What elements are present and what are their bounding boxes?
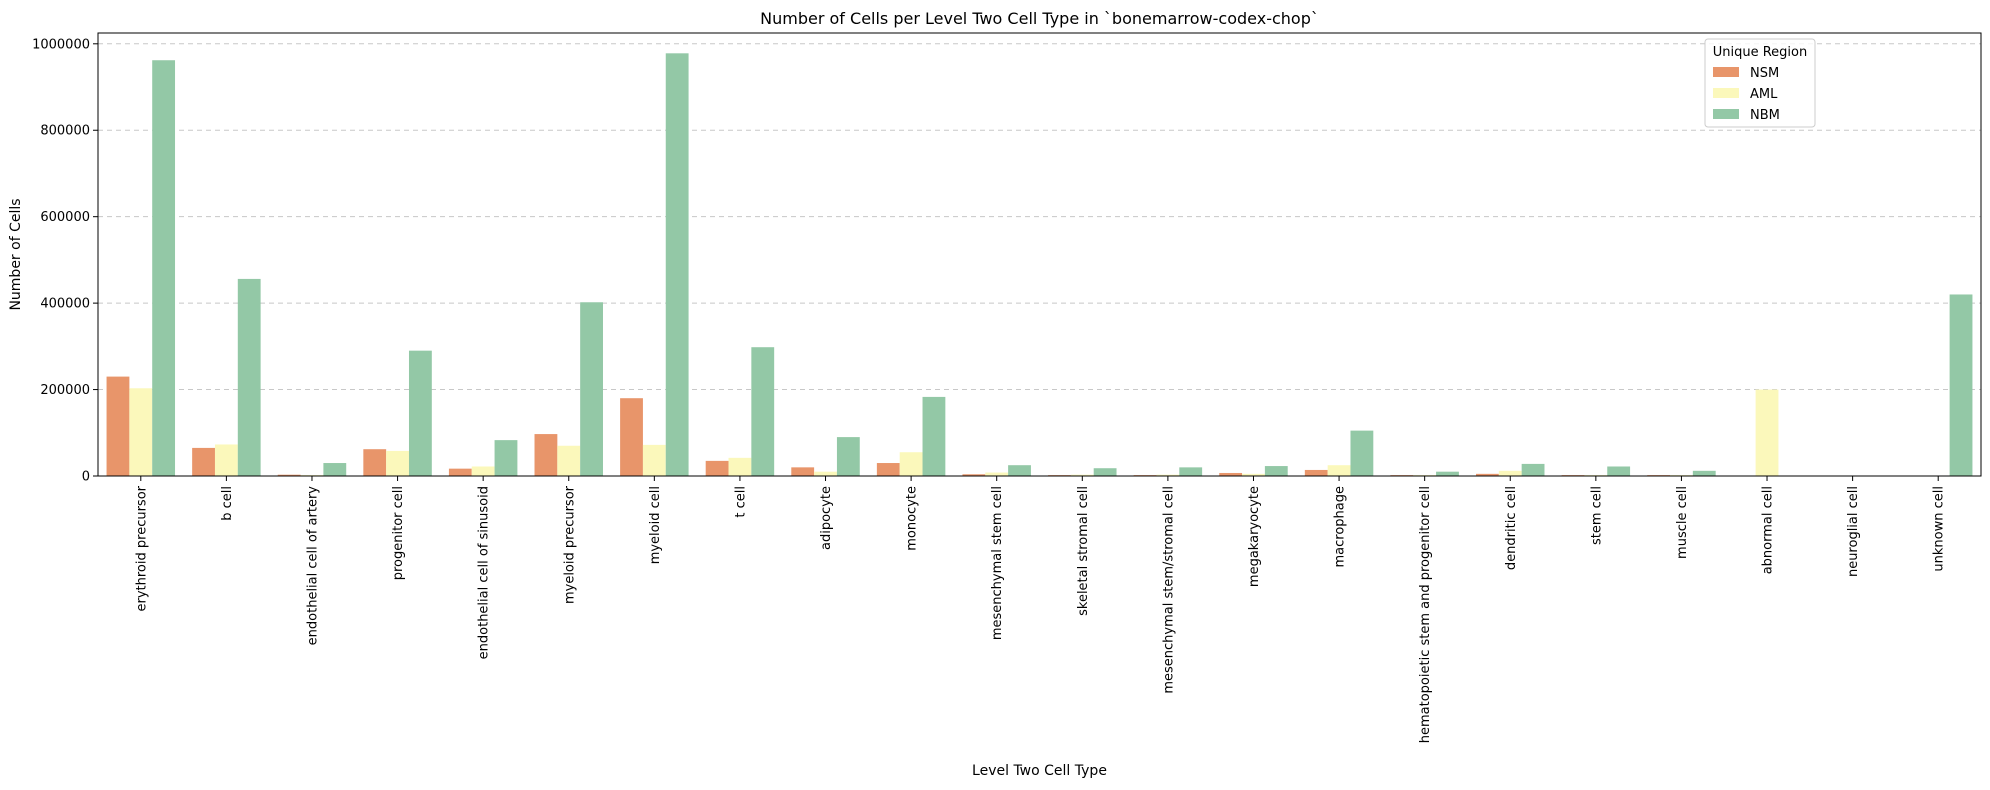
y-tick-label: 200000 [40, 383, 90, 398]
bar-nbm-8 [836, 437, 860, 476]
bar-nbm-0 [152, 60, 176, 476]
bar-nbm-10 [1008, 465, 1031, 476]
bar-aml-0 [129, 388, 153, 476]
bar-aml-16 [1498, 470, 1522, 476]
x-tick-label: hematopoietic stem and progenitor cell [1418, 486, 1433, 743]
bar-aml-19 [1755, 389, 1779, 476]
legend-swatch-nbm [1713, 109, 1739, 119]
bar-nbm-16 [1521, 463, 1545, 476]
y-tick-label: 600000 [40, 210, 90, 225]
legend-box [1704, 38, 1816, 128]
x-tick-label: b cell [220, 486, 235, 521]
x-tick-label: mesenchymal stem cell [990, 486, 1005, 640]
bar-nbm-9 [922, 396, 946, 476]
y-tick-label: 0 [82, 470, 90, 485]
bar-nbm-2 [323, 463, 347, 476]
bar-nsm-13 [1219, 472, 1243, 476]
bar-nsm-14 [1304, 469, 1328, 476]
x-tick-label: myeloid precursor [562, 485, 577, 604]
bar-aml-12 [1156, 474, 1180, 476]
bar-aml-1 [214, 444, 238, 476]
bar-nbm-12 [1179, 467, 1203, 476]
x-tick-label: macrophage [1333, 486, 1348, 568]
x-tick-label: unknown cell [1932, 486, 1947, 572]
bar-nsm-1 [192, 447, 215, 476]
bar-nbm-15 [1436, 471, 1459, 476]
y-tick-label: 400000 [40, 297, 90, 312]
bar-aml-10 [985, 472, 1009, 476]
y-tick-label: 1000000 [32, 37, 90, 52]
bar-aml-8 [814, 471, 837, 476]
bar-nbm-1 [237, 278, 261, 476]
x-tick-label: muscle cell [1675, 486, 1690, 559]
bar-nsm-4 [448, 468, 472, 476]
legend-swatch-nsm [1713, 67, 1739, 77]
y-axis-ticks: 0 200000 400000 600000 800000 1000000 [32, 37, 98, 485]
bar-aml-4 [471, 466, 495, 476]
x-tick-label: t cell [733, 486, 748, 518]
bar-nbm-5 [580, 302, 603, 476]
legend-title: Unique Region [1713, 45, 1808, 60]
legend-swatch-aml [1713, 88, 1739, 98]
x-tick-label: dendritic cell [1504, 486, 1519, 570]
bar-nsm-10 [962, 474, 986, 476]
x-tick-label: myeloid cell [648, 486, 663, 564]
bar-nbm-18 [1692, 470, 1716, 476]
bar-nbm-21 [1949, 294, 1973, 476]
legend-label-nbm: NBM [1750, 108, 1780, 123]
bar-nsm-0 [106, 376, 130, 476]
legend-label-nsm: NSM [1750, 66, 1779, 81]
bars [106, 53, 1973, 476]
bar-nsm-3 [363, 449, 387, 476]
x-tick-label: adipocyte [819, 486, 834, 550]
bar-nbm-7 [751, 347, 775, 476]
x-tick-label: skeletal stromal cell [1076, 486, 1091, 616]
x-tick-label: monocyte [905, 486, 920, 551]
y-tick-label: 800000 [40, 124, 90, 139]
bar-nbm-4 [494, 440, 518, 476]
bar-nsm-6 [620, 398, 643, 476]
bar-nsm-9 [876, 463, 900, 476]
bar-nbm-17 [1607, 466, 1631, 476]
chart-title: Number of Cells per Level Two Cell Type … [760, 9, 1319, 28]
plot-frame [97, 32, 1982, 477]
x-tick-label: megakaryocyte [1247, 486, 1262, 587]
bar-aml-13 [1242, 473, 1265, 476]
bar-aml-3 [386, 450, 409, 476]
bar-nbm-14 [1350, 430, 1374, 476]
bar-nbm-13 [1264, 466, 1288, 476]
x-tick-label: neuroglial cell [1846, 486, 1861, 577]
bar-nsm-5 [534, 434, 558, 476]
bar-aml-7 [728, 457, 752, 476]
x-tick-label: endothelial cell of artery [305, 486, 320, 646]
legend: Unique Region NSM AML NBM [1704, 38, 1816, 128]
bar-nsm-16 [1476, 473, 1499, 476]
x-tick-label: stem cell [1589, 486, 1604, 545]
x-axis-ticks: erythroid precursor b cell endothelial cel… [134, 476, 1947, 743]
y-axis-label: Number of Cells [8, 198, 24, 310]
x-tick-label: endothelial cell of sinusoid [477, 486, 492, 659]
bar-nsm-8 [791, 467, 815, 476]
bar-aml-11 [1070, 474, 1094, 476]
bar-aml-6 [642, 444, 666, 476]
x-tick-label: progenitor cell [391, 486, 406, 580]
legend-label-aml: AML [1750, 87, 1778, 102]
bar-nbm-3 [408, 350, 432, 476]
x-tick-label: erythroid precursor [134, 485, 149, 611]
x-tick-label: abnormal cell [1761, 486, 1776, 574]
bar-aml-9 [899, 452, 923, 476]
bar-aml-14 [1327, 465, 1351, 476]
bar-aml-5 [557, 445, 581, 476]
x-tick-label: mesenchymal stem/stromal cell [1161, 486, 1176, 694]
gridlines [98, 43, 1981, 477]
bar-nsm-2 [277, 474, 301, 476]
bar-nsm-7 [705, 460, 729, 476]
x-axis-label: Level Two Cell Type [972, 763, 1107, 779]
bar-nbm-11 [1093, 468, 1117, 476]
bar-nbm-6 [665, 53, 689, 476]
